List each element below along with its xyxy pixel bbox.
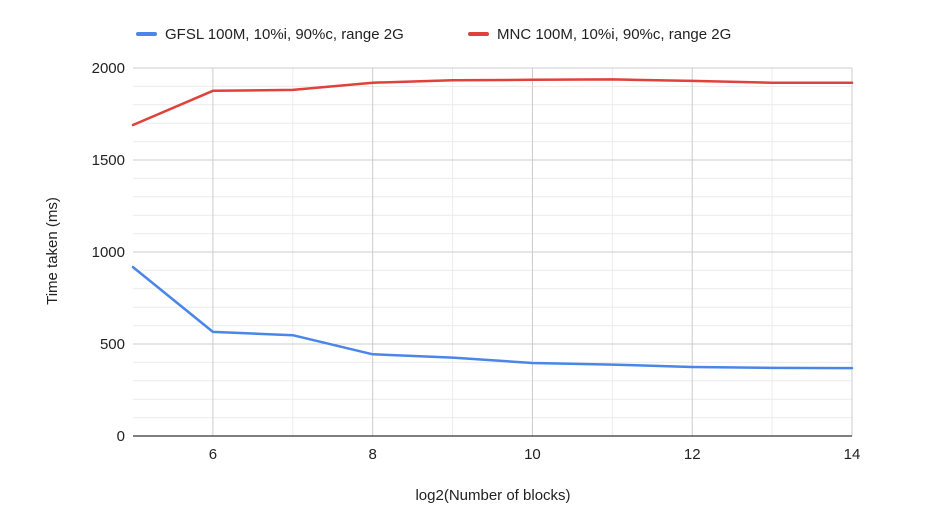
y-tick-label: 0	[117, 428, 125, 445]
y-tick-label: 2000	[92, 60, 125, 77]
y-tick-label: 1000	[92, 244, 125, 261]
y-tick-label: 500	[100, 336, 125, 353]
series-lines	[131, 78, 854, 370]
legend-label: MNC 100M, 10%i, 90%c, range 2G	[497, 26, 731, 43]
x-tick-label: 8	[368, 446, 376, 463]
x-tick-label: 6	[209, 446, 217, 463]
legend-label: GFSL 100M, 10%i, 90%c, range 2G	[165, 26, 404, 43]
x-tick-label: 10	[524, 446, 541, 463]
tick-labels: 0 500 1000 1500 2000 6 8 10 12 14	[92, 60, 861, 463]
gridlines	[133, 67, 853, 436]
y-tick-label: 1500	[92, 152, 125, 169]
series-line-gfsl	[131, 265, 854, 370]
x-axis-title: log2(Number of blocks)	[415, 487, 570, 504]
x-tick-label: 12	[684, 446, 701, 463]
x-tick-label: 14	[844, 446, 861, 463]
y-axis-title: Time taken (ms)	[44, 197, 61, 305]
legend: GFSL 100M, 10%i, 90%c, range 2G MNC 100M,…	[136, 26, 731, 43]
series-line-mnc	[131, 78, 854, 127]
